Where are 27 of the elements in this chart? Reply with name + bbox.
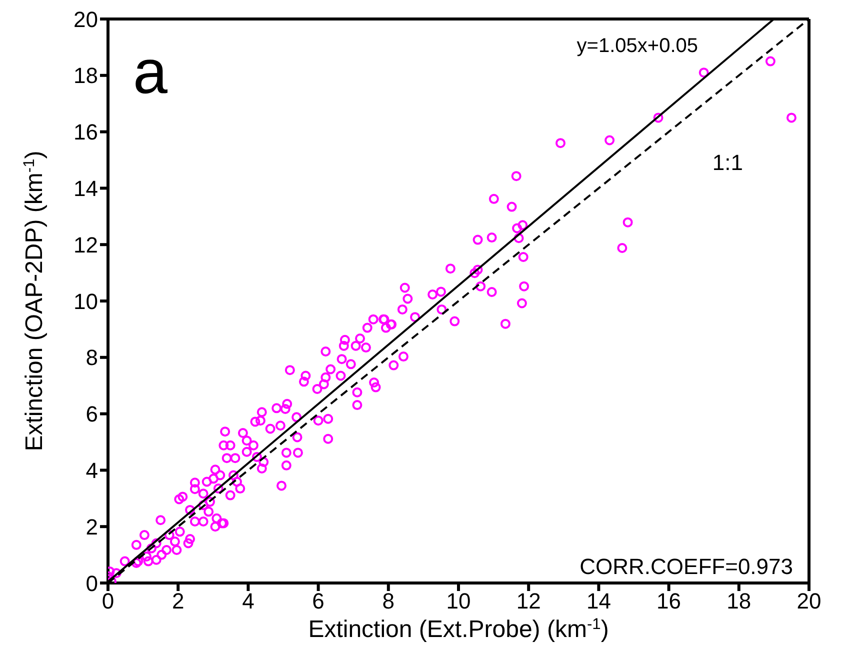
- x-tick-label: 10: [446, 588, 471, 614]
- x-tick-label: 20: [796, 588, 822, 614]
- x-tick-label: 0: [102, 588, 114, 614]
- y-tick-label: 0: [86, 570, 98, 596]
- x-tick-label: 18: [726, 588, 752, 614]
- annotation: CORR.COEFF=0.973: [580, 554, 793, 579]
- annotation: y=1.05x+0.05: [576, 35, 698, 57]
- y-tick-label: 10: [74, 288, 98, 314]
- y-tick-label: 18: [74, 63, 98, 88]
- x-tick-label: 6: [312, 588, 324, 614]
- y-tick-label: 12: [74, 232, 98, 258]
- x-axis-title: Extinction (Ext.Probe) (km$^{-1}$): [308, 616, 609, 643]
- y-tick-label: 2: [86, 514, 98, 540]
- x-tick-label: 16: [656, 588, 682, 614]
- x-tick-label: 14: [586, 588, 611, 614]
- x-tick-label: 8: [382, 588, 395, 614]
- y-tick-label: 20: [74, 6, 98, 32]
- y-tick-label: 4: [86, 458, 98, 484]
- annotation: a: [133, 38, 168, 107]
- x-tick-label: 4: [242, 588, 254, 614]
- x-tick-label: 12: [516, 588, 541, 614]
- annotation: 1:1: [712, 150, 743, 175]
- y-tick-label: 8: [86, 345, 98, 370]
- y-tick-label: 16: [74, 120, 98, 145]
- x-tick-label: 2: [172, 588, 184, 614]
- y-tick-label: 6: [86, 402, 98, 427]
- y-tick-label: 14: [74, 176, 98, 202]
